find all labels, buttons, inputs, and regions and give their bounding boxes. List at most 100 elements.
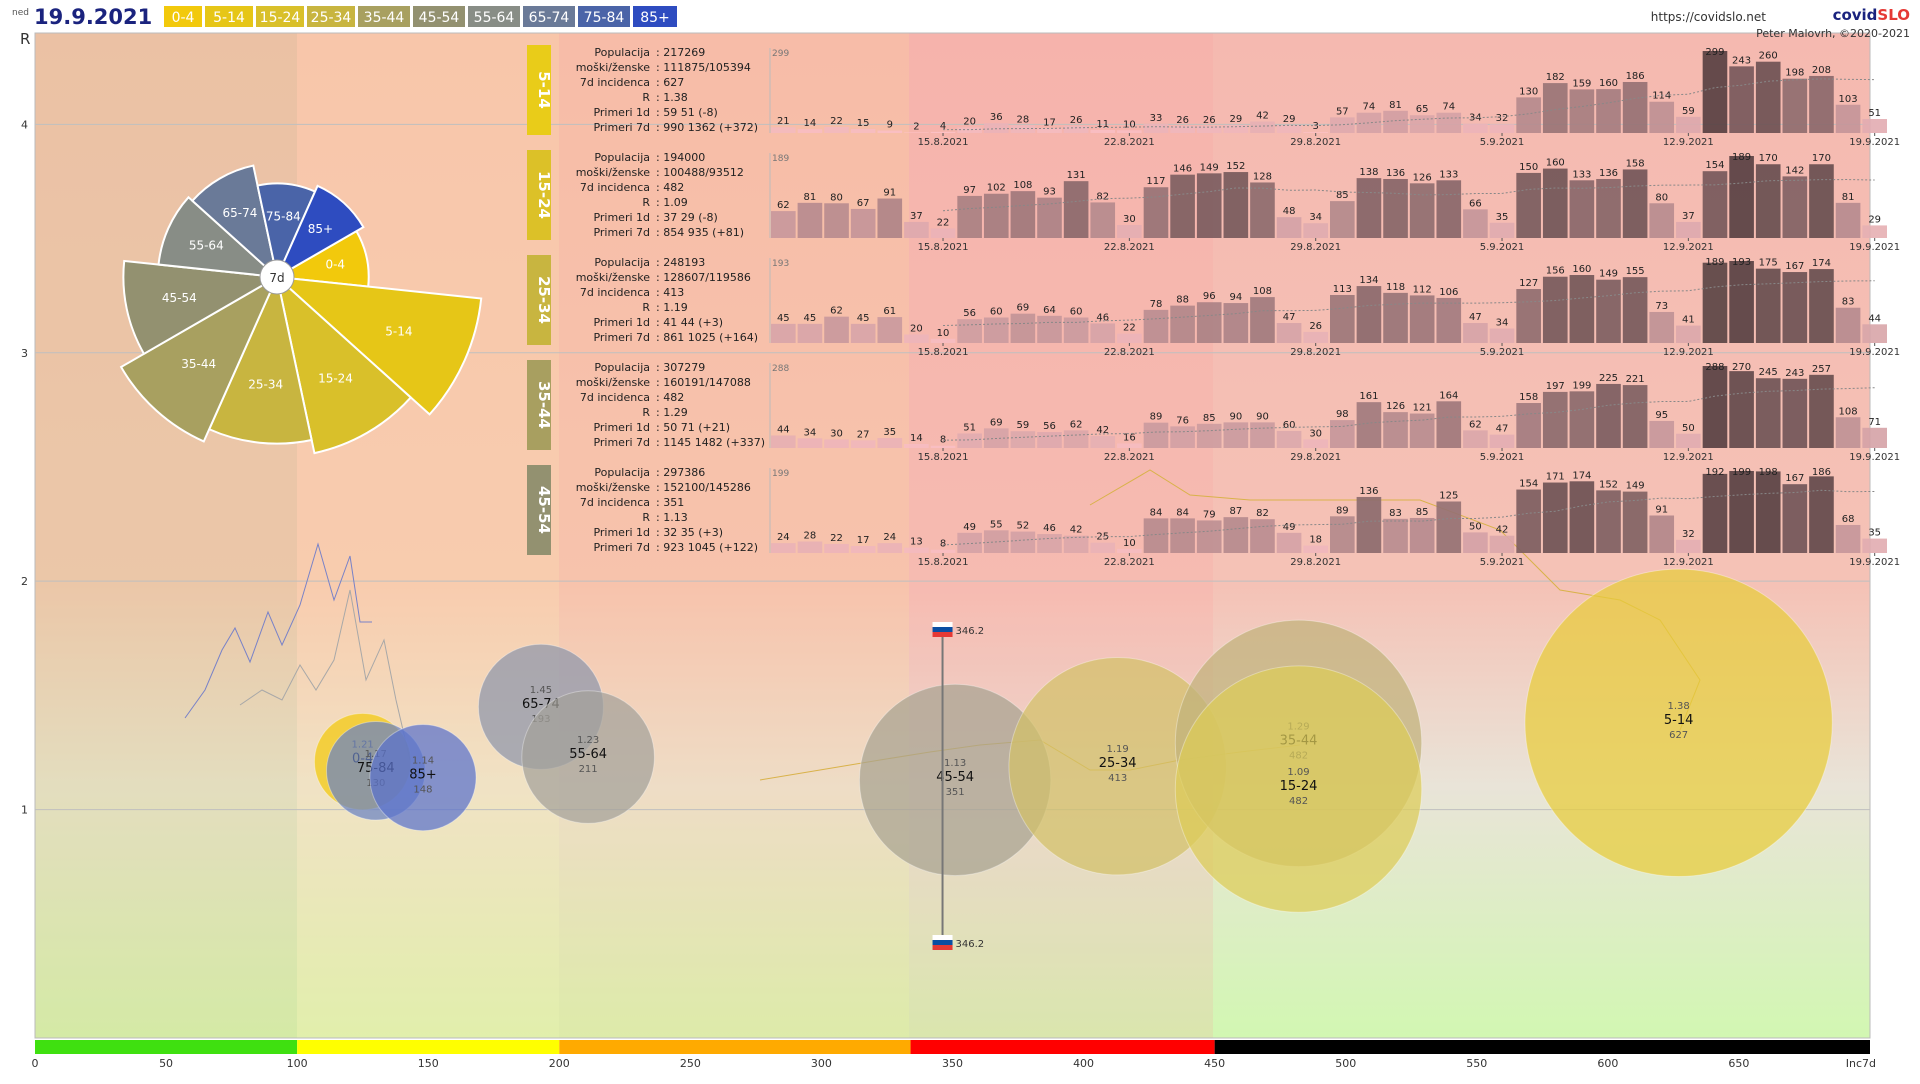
panel-bar — [1010, 313, 1036, 343]
panel-bar-label: 83 — [1842, 297, 1855, 308]
panel-bar — [1409, 183, 1435, 238]
panel-bar — [1090, 129, 1116, 133]
panel-bar — [1649, 203, 1675, 238]
panel-bar — [1143, 422, 1169, 448]
panel-bar — [1569, 391, 1595, 448]
panel-bar-label: 299 — [1705, 47, 1724, 58]
panel-tag-label: 5-14 — [535, 71, 553, 109]
header: ned 19.9.2021 0-4 5-14 15-24 25-34 35-44 45-5… — [0, 0, 1920, 40]
rose-label-25-34: 25-34 — [248, 378, 283, 392]
panel-bar — [1010, 431, 1036, 448]
panel-bar-label: 60 — [1283, 420, 1296, 431]
panel-bar-label: 243 — [1732, 55, 1751, 66]
panel-bar — [1755, 378, 1781, 448]
panel-bar — [1383, 412, 1408, 448]
panel-bar-label: 56 — [1043, 421, 1056, 432]
panel-bar-label: 48 — [1283, 206, 1296, 217]
panel-45-54: 45-54 Populacija: 297386 moški/ženske: 152… — [527, 465, 1900, 568]
x-tick-label: 0 — [32, 1057, 39, 1070]
panel-bar — [1569, 180, 1595, 238]
panel-bar-label: 91 — [883, 188, 896, 199]
panel-bar-label: 35 — [1496, 212, 1509, 223]
panel-bar-label: 10 — [1123, 119, 1136, 130]
panel-bar — [1143, 309, 1169, 343]
bubble-circle — [1174, 665, 1423, 913]
panel-bar-label: 26 — [1176, 115, 1189, 126]
source-url[interactable]: https://covidslo.net — [1651, 10, 1767, 24]
panel-stat-value: : 861 1025 (+164) — [656, 331, 758, 344]
panel-bar-label: 52 — [1017, 521, 1030, 532]
panel-bar-label: 62 — [777, 200, 790, 211]
panel-date-label: 22.8.2021 — [1104, 137, 1155, 148]
panel-bar-label: 51 — [1868, 108, 1881, 119]
panel-bar — [824, 316, 849, 343]
panel-bar-label: 71 — [1868, 417, 1881, 428]
brand-logo: covidSLO — [1833, 6, 1910, 24]
panel-bar-label: 117 — [1146, 176, 1165, 187]
band-200-334 — [559, 1040, 911, 1054]
legend-swatch-75-84 — [578, 6, 630, 27]
header-day: ned — [12, 8, 29, 18]
x-axis-label: Inc7d — [1846, 1057, 1876, 1070]
panel-bar-label: 150 — [1519, 162, 1538, 173]
panel-bar-label: 55 — [990, 519, 1003, 530]
panel-bar-label: 22 — [1123, 323, 1136, 334]
rose-sector-45-54 — [122, 259, 281, 356]
panel-bar — [1569, 481, 1595, 553]
trajectory-65-74 — [184, 542, 372, 719]
panel-bar-label: 36 — [990, 112, 1003, 123]
panel-bar-label: 26 — [1203, 115, 1216, 126]
panel-bar-label: 17 — [1043, 117, 1056, 128]
panel-bar — [1702, 366, 1728, 448]
panel-bar — [1223, 517, 1249, 553]
panel-bar — [824, 126, 849, 133]
panel-stat-key: Primeri 7d — [593, 436, 650, 449]
panel-bar — [1649, 101, 1675, 133]
panel-tag — [527, 465, 551, 555]
panel-bar-label: 189 — [1732, 152, 1751, 163]
panel-stat-key: Primeri 1d — [593, 106, 650, 119]
panel-bar — [1276, 532, 1302, 553]
panel-bar — [904, 444, 929, 448]
rose-center — [259, 259, 295, 295]
panel-bar — [1223, 422, 1249, 448]
panel-bar-label: 118 — [1386, 282, 1405, 293]
panel-stat-value: : 1145 1482 (+337) — [656, 436, 765, 449]
panel-bar-label: 197 — [1546, 381, 1565, 392]
incidence-color-bar — [35, 1040, 1870, 1054]
panel-bar-label: 57 — [1336, 106, 1349, 117]
panel-bar — [1809, 374, 1834, 448]
panel-stat-key: Primeri 1d — [593, 421, 650, 434]
panel-tag — [527, 150, 551, 240]
panel-bar — [797, 323, 823, 343]
panel-bar — [1516, 172, 1541, 238]
panel-bar — [1037, 315, 1062, 343]
panel-bar — [1676, 539, 1701, 553]
panel-bar-label: 199 — [1572, 380, 1591, 391]
panel-bar-label: 186 — [1626, 71, 1645, 82]
panel-bar-label: 41 — [1682, 315, 1695, 326]
panel-date-label: 5.9.2021 — [1480, 557, 1525, 568]
panel-bar — [1782, 378, 1808, 448]
panel-bar — [1596, 178, 1621, 238]
panel-bar — [1676, 433, 1701, 448]
panel-bar-label: 160 — [1599, 78, 1618, 89]
panel-bar-label: 42 — [1070, 525, 1083, 536]
x-tick-label: 300 — [811, 1057, 832, 1070]
y-tick-label: 4 — [21, 118, 28, 131]
panel-stat-value: : 152100/145286 — [656, 481, 751, 494]
panel-bar — [1436, 401, 1462, 448]
panel-bar — [1489, 535, 1515, 553]
panel-stat-key: R — [642, 196, 650, 209]
panel-bar-label: 30 — [1123, 214, 1136, 225]
panel-bar-label: 96 — [1203, 291, 1216, 302]
panel-bar — [1383, 178, 1408, 238]
panel-bar — [1010, 531, 1036, 553]
panel-bar-label: 134 — [1359, 275, 1378, 286]
y-tick-label: 2 — [21, 575, 28, 588]
panel-bar-label: 158 — [1519, 392, 1538, 403]
panel-bar — [957, 127, 982, 133]
panel-bar — [1383, 110, 1408, 133]
panel-bar-label: 17 — [857, 535, 870, 546]
panel-bar — [930, 338, 956, 343]
